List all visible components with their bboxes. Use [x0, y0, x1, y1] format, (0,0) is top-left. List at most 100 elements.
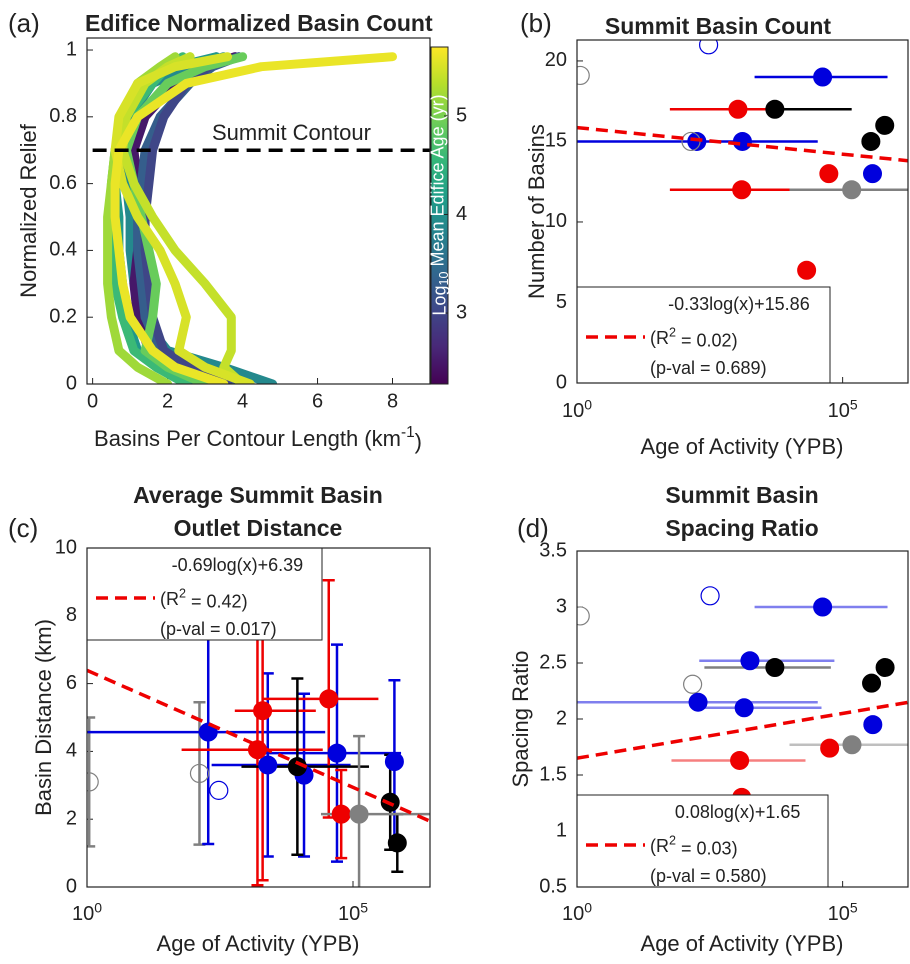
x-axis-label: Age of Activity (YPB) [641, 434, 844, 459]
chart-title: Average Summit Basin [133, 482, 383, 508]
panel-label: (a) [8, 8, 40, 38]
y-tick-label: 0.5 [539, 875, 567, 897]
data-point [253, 701, 273, 721]
data-point [87, 772, 99, 792]
legend: -0.33log(x)+15.86 (R2 = 0.02) (p-val = 0.6… [576, 286, 831, 384]
data-point [688, 692, 708, 712]
chart-title: Outlet Distance [174, 515, 343, 541]
x-tick-label-part: 10 [828, 903, 850, 925]
plot-data [577, 586, 908, 860]
plot-frame [86, 547, 431, 888]
x-axis-label-part: ) [415, 429, 422, 454]
data-point [730, 750, 750, 770]
x-axis-label: Age of Activity (YPB) [641, 931, 844, 956]
plot-data [577, 40, 908, 280]
fit-line [577, 125, 908, 163]
data-point [820, 738, 840, 758]
data-point [765, 657, 785, 677]
y-error-bar [87, 716, 96, 848]
data-point [732, 180, 752, 200]
x-tick-label: 4 [237, 390, 248, 412]
legend-equation: -0.33log(x)+15.86 [668, 294, 810, 314]
data-point [875, 657, 895, 677]
x-tick-label-part: 0 [94, 899, 102, 915]
legend-r2: (R2 = 0.02) [650, 326, 738, 351]
x-tick-label: 8 [387, 390, 398, 412]
data-point [862, 673, 882, 693]
legend-r2: (R2 = 0.03) [650, 834, 738, 859]
y-tick-label: 0.6 [49, 172, 77, 194]
data-point [577, 65, 590, 86]
legend-pval: (p-val = 0.689) [650, 358, 767, 378]
legend: 0.08log(x)+1.65 (R2 = 0.03) (p-val = 0.580… [576, 794, 829, 888]
panel: (a) Edifice Normalized Basin Count Normali… [8, 8, 467, 454]
x-tick-label: 100 [72, 899, 102, 925]
x-tick-label: 105 [338, 899, 368, 925]
plot-frame [86, 37, 431, 385]
x-tick-label-part: 5 [850, 396, 858, 412]
colorbar-label: Log10 Mean Edifice Age (yr) [427, 94, 451, 315]
panel-label: (d) [517, 513, 549, 543]
chart-title: Edifice Normalized Basin Count [85, 10, 433, 36]
colorbar-tick-label: 3 [456, 301, 467, 323]
data-point [842, 735, 862, 755]
legend-pval: (p-val = 0.017) [160, 619, 277, 639]
legend-r2-part: (R [650, 836, 669, 856]
data-point [258, 755, 278, 775]
data-point [384, 752, 404, 772]
y-tick-label: 15 [545, 130, 567, 152]
data-point [687, 131, 707, 151]
legend-box [576, 794, 829, 888]
legend-box [576, 286, 831, 384]
x-axis-label-part: -1 [401, 424, 415, 441]
x-tick-label-part: 5 [360, 899, 368, 915]
x-tick-label-part: 10 [72, 903, 94, 925]
data-point [198, 722, 218, 742]
y-tick-label: 0.8 [49, 105, 77, 127]
x-tick-label: 105 [828, 396, 858, 422]
panel-label: (c) [8, 513, 38, 543]
colorbar-label-part: Mean Edifice Age (yr) [427, 94, 447, 271]
chart-title: Summit Basin Count [605, 13, 832, 39]
x-axis-label: Basins Per Contour Length (km-1) [94, 424, 422, 454]
data-point [700, 586, 720, 606]
y-tick-label: 2.5 [539, 651, 567, 673]
data-point [349, 804, 369, 824]
colorbar-tick-label: 5 [456, 104, 467, 126]
x-tick-label-part: 10 [562, 903, 584, 925]
data-point [387, 833, 407, 853]
data-point [813, 597, 833, 617]
y-tick-label: 3 [556, 595, 567, 617]
data-point [861, 131, 881, 151]
data-point [327, 743, 347, 763]
panel-label: (b) [520, 8, 552, 38]
curve [110, 52, 397, 384]
y-tick-label: 10 [55, 536, 77, 558]
chart-title: Summit Basin [665, 482, 818, 508]
data-point [819, 164, 839, 184]
y-tick-label: 20 [545, 49, 567, 71]
x-tick-label-part: 10 [562, 400, 584, 422]
plot-frame [576, 550, 909, 888]
x-axis-label: Age of Activity (YPB) [157, 931, 360, 956]
y-axis-label: Normalized Relief [16, 123, 41, 298]
legend-r2-part: 2 [669, 834, 676, 848]
colorbar [430, 46, 449, 385]
y-tick-label: 3.5 [539, 539, 567, 561]
x-tick-label-part: 5 [850, 899, 858, 915]
y-axis-label: Number of Basins [524, 124, 549, 299]
legend-r2-part: 2 [179, 587, 186, 601]
y-tick-label: 0 [556, 371, 567, 393]
y-tick-label: 1 [66, 38, 77, 60]
data-point [863, 164, 883, 184]
x-tick-label: 0 [87, 390, 98, 412]
plot-data [92, 52, 430, 384]
y-axis-label: Spacing Ratio [508, 651, 533, 788]
data-point [209, 780, 229, 800]
y-tick-label: 1.5 [539, 763, 567, 785]
panel: (c) Average Summit Basin Outlet Distance Ba… [8, 482, 431, 956]
colorbar-label-part: 10 [437, 272, 451, 286]
data-point [740, 651, 760, 671]
y-tick-label: 2 [556, 707, 567, 729]
x-tick-label: 2 [162, 390, 173, 412]
